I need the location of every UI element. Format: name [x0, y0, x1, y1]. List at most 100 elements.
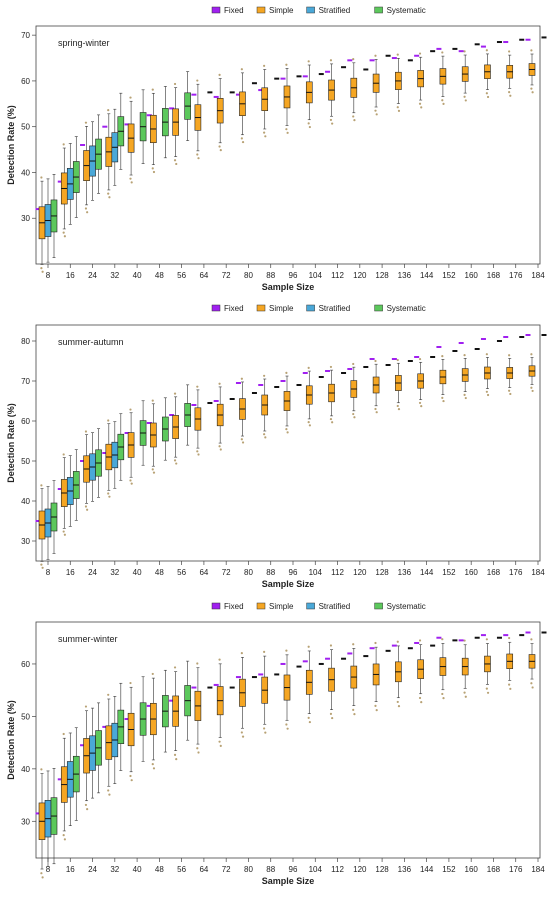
outlier-point [508, 636, 511, 640]
x-tick-label: 112 [331, 568, 344, 577]
outlier-point [263, 433, 266, 436]
outlier-point [240, 68, 243, 71]
x-tick-label: 16 [66, 568, 75, 577]
x-axis-label: Sample Size [262, 282, 315, 292]
x-tick-label: 64 [199, 271, 208, 280]
outlier-point [463, 393, 466, 396]
outlier-point [374, 641, 377, 645]
outlier-point [175, 162, 178, 166]
x-tick-label: 136 [398, 568, 412, 577]
outlier-point [263, 64, 266, 67]
outlier-point [240, 377, 243, 380]
x-tick-label: 152 [442, 568, 456, 577]
outlier-point [530, 386, 533, 389]
outlier-point [308, 125, 311, 129]
outlier-point [285, 649, 288, 652]
outlier-point [240, 731, 243, 734]
x-tick-label: 40 [133, 568, 142, 577]
x-tick-label: 64 [199, 568, 208, 577]
x-tick-label: 16 [66, 271, 75, 280]
y-tick-label: 50 [21, 712, 30, 721]
outlier-point [84, 803, 88, 807]
outlier-point [263, 131, 266, 134]
outlier-point [464, 695, 467, 698]
outlier-point [442, 399, 445, 403]
legend: Fixed Simple Stratified Systematic [211, 602, 426, 611]
legend-label-systematic: Systematic [387, 6, 426, 15]
outlier-point [197, 157, 200, 160]
x-tick-label: 160 [465, 271, 479, 280]
outlier-point [375, 113, 378, 116]
x-tick-label: 40 [133, 271, 142, 280]
x-tick-label: 160 [465, 865, 479, 874]
x-tick-label: 48 [155, 865, 164, 874]
outlier-point [441, 99, 444, 102]
outlier-point [40, 484, 43, 487]
x-tick-label: 24 [88, 568, 97, 577]
outlier-point [86, 211, 89, 214]
x-tick-label: 184 [531, 865, 545, 874]
outlier-point [219, 149, 222, 152]
outlier-point [62, 453, 65, 456]
panel-label: summer-autumn [58, 337, 124, 347]
outlier-point [441, 396, 444, 399]
x-tick-label: 184 [531, 568, 545, 577]
x-tick-label: 152 [442, 865, 456, 874]
outlier-point [40, 768, 43, 771]
outlier-point [107, 192, 110, 195]
y-tick-label: 70 [21, 31, 30, 40]
x-tick-label: 120 [353, 271, 367, 280]
outlier-point [463, 691, 466, 694]
outlier-point [353, 119, 356, 122]
x-tick-label: 88 [266, 271, 275, 280]
outlier-point [420, 106, 423, 109]
outlier-point [531, 389, 534, 393]
legend-swatch-systematic [374, 304, 383, 312]
outlier-point [308, 424, 311, 427]
x-tick-label: 176 [509, 865, 523, 874]
legend-label-systematic: Systematic [387, 304, 426, 313]
legend-label-stratified: Stratified [319, 6, 351, 15]
legend-label-simple: Simple [269, 6, 294, 15]
y-tick-label: 80 [21, 337, 30, 346]
outlier-point [151, 763, 154, 766]
outlier-point [218, 73, 221, 76]
outlier-point [285, 63, 288, 66]
x-tick-label: 136 [398, 271, 412, 280]
outlier-point [62, 530, 65, 533]
legend-swatch-fixed [211, 602, 221, 610]
x-tick-label: 8 [46, 865, 51, 874]
legend-swatch-stratified [306, 6, 315, 14]
x-tick-label: 56 [177, 865, 186, 874]
outlier-point [151, 88, 154, 91]
y-tick-label: 50 [21, 457, 30, 466]
outlier-point [441, 638, 444, 641]
outlier-point [129, 96, 132, 99]
outlier-point [218, 740, 221, 743]
x-tick-label: 176 [509, 568, 523, 577]
outlier-point [240, 438, 243, 441]
outlier-point [374, 704, 377, 708]
outlier-point [530, 87, 533, 90]
outlier-point [84, 430, 88, 433]
outlier-point [463, 50, 466, 53]
chart-panel-1: Fixed Simple Stratified Systematic summer-au… [6, 304, 547, 589]
outlier-point [84, 121, 88, 124]
outlier-point [152, 767, 156, 770]
outlier-point [84, 207, 88, 210]
x-tick-label: 120 [353, 568, 367, 577]
outlier-point [40, 872, 43, 875]
outlier-point [508, 50, 511, 53]
outlier-point [353, 416, 356, 419]
x-tick-label: 168 [487, 271, 501, 280]
outlier-point [530, 353, 533, 356]
y-tick-label: 30 [21, 817, 30, 826]
outlier-point [442, 102, 445, 105]
x-tick-label: 8 [46, 271, 51, 280]
plot-frame [35, 621, 541, 859]
y-axis-label: Detection Rate (%) [6, 105, 16, 185]
outlier-point [329, 59, 333, 62]
outlier-point [352, 412, 355, 416]
outlier-point [241, 735, 245, 738]
